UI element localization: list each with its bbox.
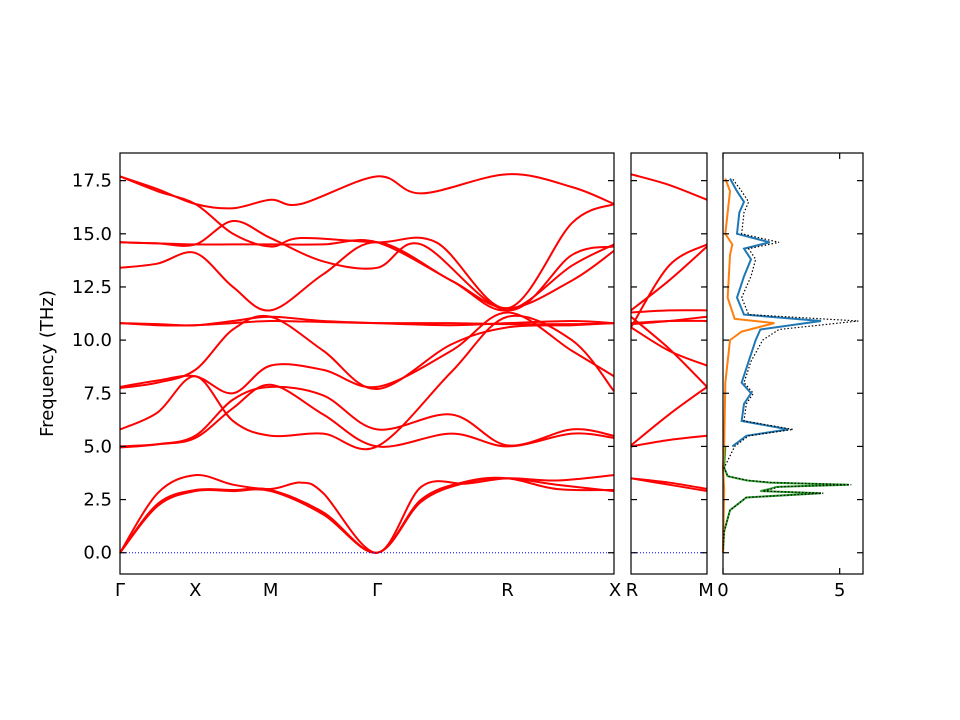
band-line bbox=[630, 245, 708, 312]
band-line bbox=[119, 241, 615, 312]
x-tick-label: M bbox=[698, 580, 714, 601]
x-tick-label: Γ bbox=[115, 580, 125, 601]
dos-frame bbox=[722, 152, 864, 575]
band-line bbox=[119, 220, 615, 312]
y-tick-label: 12.5 bbox=[72, 277, 112, 298]
band-frame bbox=[119, 152, 615, 575]
band-line bbox=[630, 386, 708, 447]
band-structure-panel: 0.0 2.5 5.0 7.5 10.0 12.5 15.0 17.5 Γ X M Γ R X bbox=[72, 152, 621, 601]
band-line bbox=[119, 315, 615, 327]
band-line bbox=[119, 476, 615, 554]
rm-frame bbox=[630, 152, 708, 575]
y-axis-label: Frequency (THz) bbox=[37, 290, 58, 437]
y-tick-label: 7.5 bbox=[83, 383, 112, 404]
band-line bbox=[630, 477, 708, 490]
band-line bbox=[119, 175, 615, 310]
x-tick-label: M bbox=[263, 580, 279, 601]
band-line bbox=[119, 173, 615, 210]
dos-partial-line bbox=[729, 178, 822, 448]
x-tick-label: Γ bbox=[372, 580, 382, 601]
x-tick-label: R bbox=[501, 580, 514, 601]
band-line bbox=[630, 434, 708, 448]
band-line bbox=[119, 314, 615, 391]
band-line bbox=[630, 243, 708, 328]
y-tick-label: 10.0 bbox=[72, 330, 112, 351]
band-line bbox=[119, 311, 615, 395]
band-line bbox=[630, 173, 708, 201]
y-tick-label: 15.0 bbox=[72, 224, 112, 245]
band-line bbox=[119, 385, 615, 449]
x-tick-label: X bbox=[189, 580, 201, 601]
y-tick-label: 17.5 bbox=[72, 171, 112, 192]
y-tick-label: 0.0 bbox=[83, 543, 112, 564]
y-tick-label: 5.0 bbox=[83, 436, 112, 457]
band-line bbox=[630, 326, 708, 367]
band-line bbox=[119, 474, 615, 554]
x-tick-label: 0 bbox=[717, 580, 728, 601]
x-tick-label: R bbox=[626, 580, 639, 601]
dos-total-line bbox=[722, 178, 859, 553]
x-tick-label: 5 bbox=[834, 580, 845, 601]
band-line bbox=[630, 309, 708, 314]
x-tick-label: X bbox=[609, 580, 621, 601]
band-line bbox=[119, 314, 615, 451]
y-tick-label: 2.5 bbox=[83, 490, 112, 511]
dos-partial-line bbox=[722, 446, 850, 553]
band-line bbox=[630, 319, 708, 325]
